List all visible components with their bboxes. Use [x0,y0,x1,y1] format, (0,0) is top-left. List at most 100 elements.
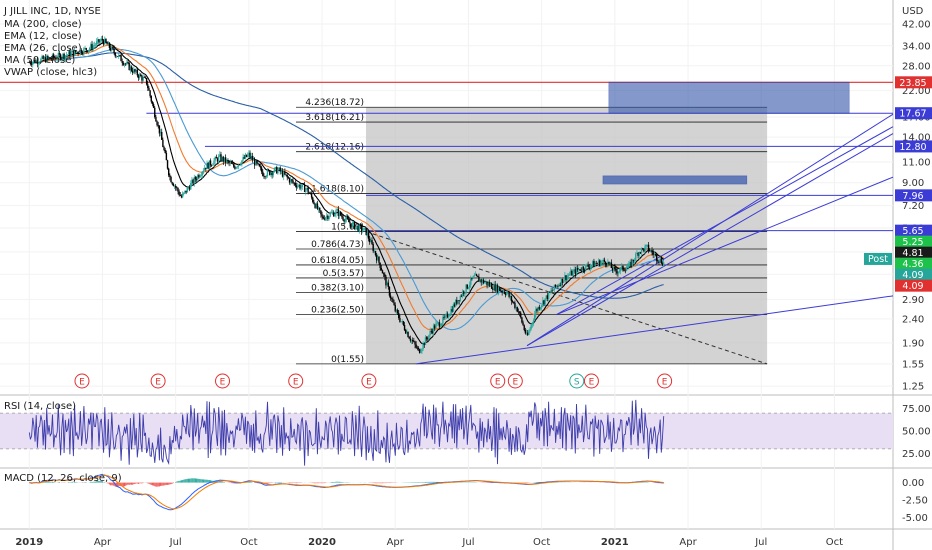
candle-body [533,314,536,321]
legend-ema26[interactable]: EMA (26, close) [4,43,82,54]
macd-pane[interactable]: 0.00 -2.50 -5.00 [29,473,928,524]
candle-body [305,189,307,193]
candle-body [245,154,248,157]
legend-vwap[interactable]: VWAP (close, hlc3) [4,67,97,78]
candle-body [652,252,654,255]
candle-body [93,45,96,46]
candle-body [220,154,222,161]
candle-body [314,204,316,208]
candle-body [389,295,392,299]
candle-body [378,256,380,263]
candle-body [385,276,387,286]
candle-body [515,307,517,309]
candle-body [125,63,127,65]
candle-body [364,228,366,229]
candle-body [289,179,292,183]
candle-body [184,190,186,193]
candle-body [142,77,144,81]
candle-body [199,175,201,178]
candle-body [410,340,413,341]
candle-body [190,182,192,190]
legend-ma50[interactable]: MA (50, close) [4,55,75,66]
candle-body [463,291,465,294]
candle-body [521,317,523,323]
drawings[interactable] [0,81,894,365]
candle-body [628,263,630,267]
candle-body [356,225,358,227]
candle-body [61,57,63,60]
rsi-pane[interactable]: 75.00 50.00 25.00 [0,399,931,466]
candle-body [443,317,445,318]
candle-body [343,219,345,222]
time-tick-label: Oct [240,537,257,548]
candle-body [39,62,41,64]
candle-body [638,252,640,256]
legend-ema12[interactable]: EMA (12, close) [4,31,82,42]
candle-body [78,53,80,55]
price-marker-label: 4.09 [902,281,923,292]
time-axis[interactable]: 2019 Apr Jul Oct 2020 Apr Jul Oct 2021 Apr Jul Oct [15,537,843,548]
price-axis[interactable]: USD 42.0034.0028.0022.0017.0014.0011.009… [864,6,932,393]
candle-body [120,55,122,62]
candle-body [200,175,202,176]
candle-body [363,228,365,231]
candle-body [610,262,613,268]
candle-body [380,268,383,271]
event-marker [657,373,673,389]
price-marker-label: 7.96 [902,191,923,202]
candle-body [214,157,216,161]
candle-body [467,287,470,289]
candle-body [466,284,468,289]
candle-body [191,179,193,183]
candle-body [639,252,642,254]
price-marker-bg [895,257,932,270]
candle-body [485,281,487,283]
candle-body [353,222,356,230]
candle-body [168,168,170,176]
fib-level-label: 1(5.60) [331,223,364,233]
ma50-line [28,48,664,331]
candle-body [642,248,644,249]
candle-body [264,176,266,178]
candle-body [395,309,398,312]
candle-body [563,280,565,283]
candle-body [116,56,119,57]
candle-body [111,46,113,51]
candle-body [54,57,56,59]
candle-body [587,264,589,267]
candle-body [249,152,251,158]
candle-body [197,175,199,180]
price-tick-label: 2.90 [902,295,924,306]
candle-body [37,63,40,64]
fib-level-label: 0(1.55) [331,355,364,365]
candle-body [341,215,343,217]
candle-body [626,266,629,269]
moving-averages [28,41,664,345]
candle-body [226,160,228,163]
candle-body [564,275,566,281]
candle-body [593,261,595,267]
candle-body [335,210,337,215]
candle-body [114,52,116,57]
event-marker [288,373,304,389]
candle-body [286,174,288,178]
candle-body [391,298,393,300]
rsi-tick-label: 25.00 [902,449,931,460]
candle-body [496,284,499,293]
price-tick-label: 1.90 [902,338,924,349]
candle-body [137,75,140,78]
candle-body [276,167,278,174]
candle-body [367,232,370,239]
event-marker-label: E [512,378,518,388]
candle-body [566,276,568,280]
candle-body [568,274,571,276]
candle-body [388,286,391,296]
candle-body [169,175,171,177]
macd-title: MACD (12, 26, close, 9) [4,473,122,484]
legend-ma200[interactable]: MA (200, close) [4,19,82,30]
dashed-trend-line [365,231,768,365]
candle-body [298,184,300,186]
candle-body [596,263,599,264]
